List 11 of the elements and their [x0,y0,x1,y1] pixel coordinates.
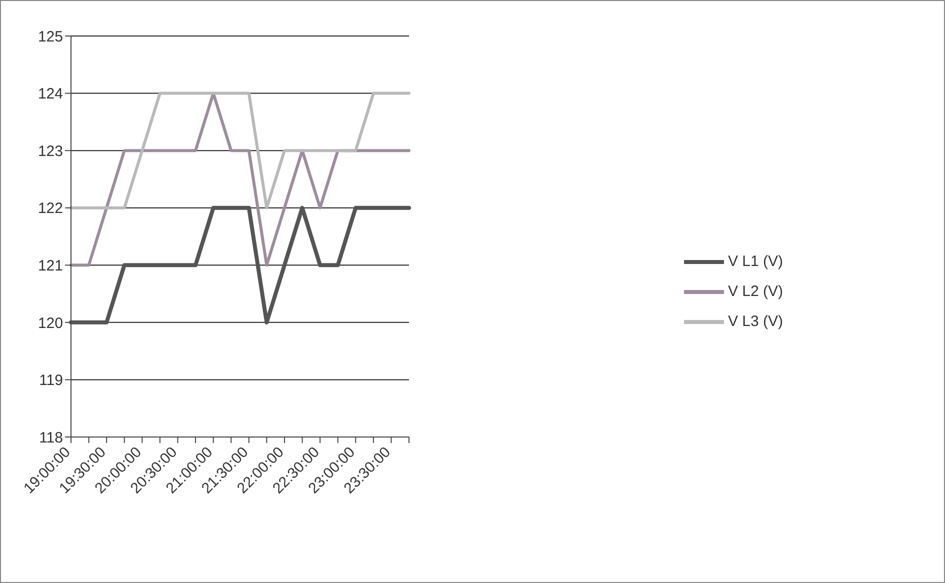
legend-label: V L1 (V) [728,253,784,270]
y-tick-label: 123 [38,142,63,160]
y-tick-label: 121 [38,257,63,274]
y-tick-label: 125 [38,28,63,46]
y-tick-label: 119 [39,372,63,390]
y-tick-label: 122 [38,200,63,218]
y-tick-label: 118 [39,429,63,446]
legend-label: V L3 (V) [728,313,784,330]
y-tick-label: 124 [38,86,63,103]
legend-label: V L2 (V) [728,283,784,300]
y-tick-label: 120 [38,314,63,332]
